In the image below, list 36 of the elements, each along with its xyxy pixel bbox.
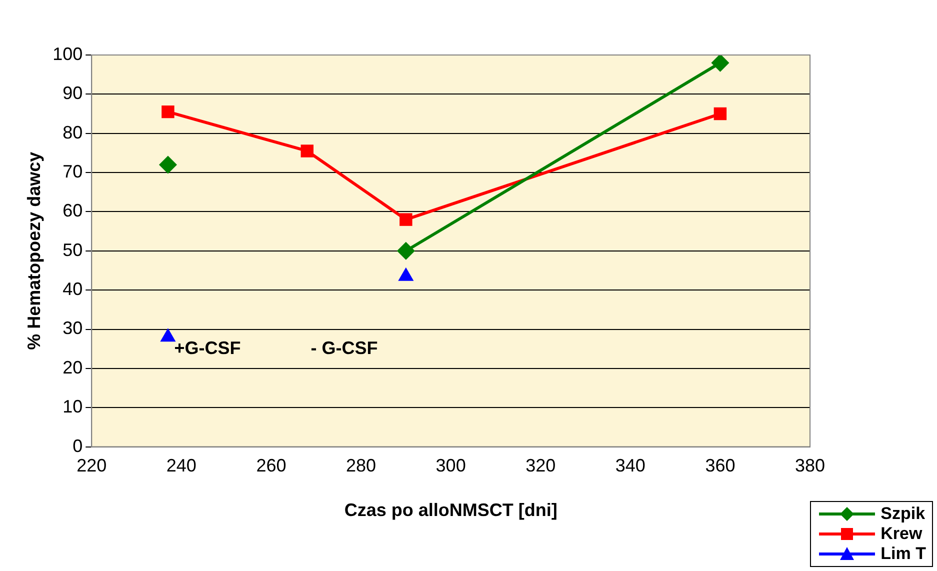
x-tick-label: 380: [794, 456, 826, 476]
legend-label: Szpik: [880, 504, 926, 524]
point: [300, 144, 314, 158]
point: [714, 107, 727, 120]
y-tick-label: 20: [62, 357, 83, 378]
y-tick-label: 70: [62, 162, 83, 182]
x-axis-title: Czas po alloNMSCT [dni]: [344, 500, 558, 520]
point: [398, 267, 414, 281]
y-tick-label: 0: [72, 436, 83, 456]
point: [160, 328, 176, 342]
point: [396, 242, 415, 260]
x-tick-label: 220: [76, 456, 107, 476]
annotation: +G-CSF: [174, 338, 241, 358]
annotation: - G-CSF: [310, 338, 378, 358]
y-axis-title: % Hematopoezy dawcy: [24, 152, 44, 350]
point: [162, 105, 174, 118]
y-tick-label: 60: [62, 200, 83, 221]
y-tick-label: 40: [62, 279, 83, 300]
x-tick-label: 300: [436, 456, 466, 476]
y-tick-label: 100: [52, 44, 83, 64]
y-tick-label: 80: [62, 122, 83, 142]
x-tick-label: 360: [705, 456, 736, 476]
y-tick-label: 50: [62, 240, 83, 260]
x-tick-label: 260: [256, 456, 286, 476]
x-tick-label: 240: [166, 456, 196, 476]
y-tick-label: 10: [62, 396, 83, 417]
point: [158, 156, 177, 174]
point: [400, 213, 412, 226]
y-tick-label: 30: [62, 318, 83, 338]
x-tick-label: 340: [615, 456, 646, 476]
x-tick-label: 320: [526, 456, 556, 476]
legend-label: Krew: [880, 524, 922, 544]
point: [711, 55, 730, 72]
legend-label: Lim T: [880, 544, 926, 564]
x-tick-label: 280: [346, 456, 376, 476]
y-tick-label: 90: [62, 83, 83, 104]
